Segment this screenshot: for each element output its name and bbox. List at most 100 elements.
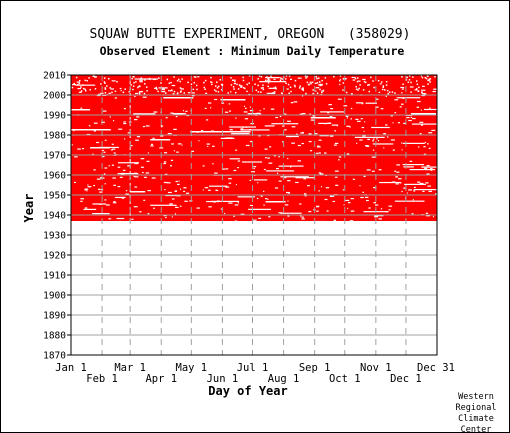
missing-speck [233,215,235,217]
y-tick-label: 2000 [43,91,66,102]
missing-speck [240,213,245,215]
missing-speck [421,76,424,79]
missing-speck [210,76,212,79]
missing-speck [78,82,81,85]
missing-speck [401,142,403,144]
missing-speck [294,85,296,88]
missing-speck [171,84,176,87]
missing-speck [311,81,314,84]
missing-speck [302,89,304,91]
missing-speck [359,185,361,187]
missing-speck [278,165,283,167]
missing-speck [287,83,290,86]
missing-speck [214,172,218,174]
missing-speck [297,77,302,79]
missing-speck [114,196,126,199]
missing-speck [197,76,200,78]
missing-speck [208,102,212,104]
missing-speck [428,78,431,81]
missing-speck [210,81,212,83]
missing-speck [423,108,443,111]
missing-speck [398,178,402,180]
missing-speck [92,153,94,155]
missing-streak [190,131,251,133]
missing-speck [316,92,319,95]
missing-speck [260,75,263,78]
missing-streak [310,117,336,119]
missing-speck [123,108,126,110]
missing-speck [365,199,369,202]
missing-speck [80,90,83,92]
missing-speck [408,119,412,122]
missing-speck [182,110,185,112]
missing-speck [385,95,387,97]
missing-speck [183,92,186,94]
missing-speck [237,202,239,204]
missing-speck [316,152,319,154]
missing-speck [147,152,150,154]
missing-speck [315,220,327,223]
missing-speck [410,91,412,93]
missing-speck [413,188,437,191]
missing-speck [362,89,365,91]
missing-speck [258,217,262,220]
missing-speck [160,135,164,137]
missing-speck [318,152,321,154]
missing-speck [422,190,425,193]
missing-speck [220,89,223,91]
missing-speck [237,196,255,198]
missing-speck [301,131,304,134]
missing-speck [163,215,167,217]
missing-speck [404,183,426,185]
missing-speck [348,202,351,204]
missing-speck [109,116,111,118]
missing-speck [349,126,351,128]
missing-speck [339,83,341,86]
missing-speck [105,204,110,206]
y-tick-label: 1910 [43,271,66,282]
missing-speck [424,141,427,144]
y-tick-label: 1920 [43,251,66,262]
missing-speck [113,152,116,154]
credit-line-2: Regional [456,403,497,413]
missing-speck [263,204,265,206]
missing-speck [424,76,427,79]
missing-speck [164,152,168,154]
missing-speck [420,109,422,111]
missing-speck [138,85,141,87]
missing-speck [394,200,425,202]
missing-speck [127,165,130,167]
missing-speck [329,135,334,137]
missing-speck [302,95,304,97]
missing-speck [175,115,178,118]
missing-speck [284,113,287,115]
credit-line-3: Climate [458,414,494,424]
missing-speck [104,183,106,185]
missing-speck [339,79,341,82]
missing-speck [94,88,97,90]
missing-speck [338,159,340,161]
missing-speck [295,181,299,184]
missing-speck [104,167,108,169]
missing-speck [319,135,329,137]
x-tick-layer: Jan 1 Mar 1 May 1 Jul 1 Sep 1 Nov 1 Dec 31 Feb … [55,362,455,385]
y-tick-label: 1950 [43,191,66,202]
missing-speck [368,84,370,86]
missing-speck [275,88,277,90]
missing-speck [104,139,107,141]
missing-speck [118,162,140,164]
missing-speck [190,83,193,86]
missing-speck [413,186,416,188]
missing-speck [161,91,165,93]
missing-speck [290,90,292,93]
missing-speck [285,135,299,138]
missing-speck [297,160,301,162]
missing-speck [138,92,141,95]
missing-speck [191,150,195,152]
missing-speck [125,193,129,195]
y-axis-label: Year [22,194,36,223]
missing-speck [373,202,377,204]
missing-speck [82,87,85,90]
missing-speck [307,185,310,187]
missing-speck [264,125,275,127]
